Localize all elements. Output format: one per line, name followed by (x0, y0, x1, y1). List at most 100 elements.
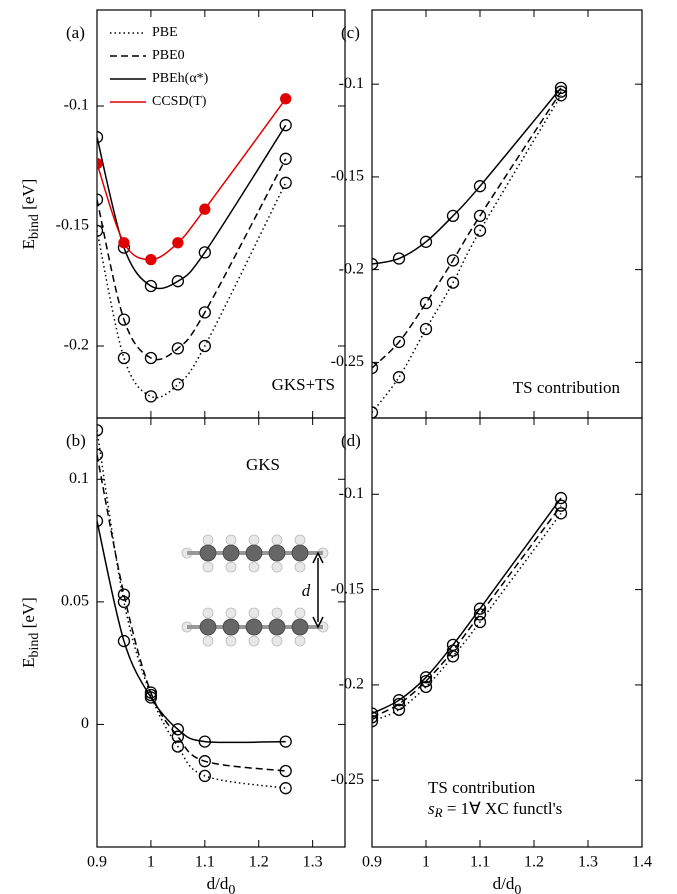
data-point (419, 671, 433, 684)
y-label-sub: bind (27, 633, 42, 658)
plot-area (97, 93, 292, 403)
x-label-main: d/d (207, 874, 229, 893)
y-axis-label: Ebind [eV] (19, 597, 42, 668)
x-label-sub: 0 (514, 883, 521, 894)
plot-frame (371, 9, 643, 419)
y-tick-label: -0.1 (64, 97, 89, 114)
series-line (372, 512, 562, 722)
y-tick-label: -0.1 (339, 485, 364, 502)
data-point (446, 254, 460, 267)
plot-frame (371, 417, 643, 848)
y-tick-label: -0.15 (331, 168, 364, 185)
panel-label: (a) (66, 23, 85, 42)
data-point (117, 588, 131, 601)
molecule-inset: d (181, 534, 329, 647)
data-point (280, 93, 292, 105)
data-point (97, 193, 104, 206)
data-point (279, 782, 292, 795)
series-line (372, 91, 562, 369)
data-point (198, 306, 211, 319)
data-point (118, 237, 130, 249)
data-point (419, 235, 433, 248)
y-tick-label: 0.1 (69, 470, 89, 487)
data-point (97, 224, 104, 237)
series-line (97, 98, 287, 261)
plot-area (372, 81, 568, 418)
plot-area (97, 424, 292, 795)
data-point (171, 378, 185, 391)
data-point (198, 769, 211, 783)
x-tick-label: 1 (422, 854, 430, 871)
legend-label: PBE (152, 25, 178, 40)
annotation: GKS+TS (272, 375, 335, 394)
annotation-italic: s (428, 799, 435, 818)
y-label-main: E (19, 657, 38, 667)
x-tick-label: 0.9 (362, 854, 382, 871)
data-point (473, 615, 487, 629)
data-point (145, 253, 157, 266)
data-point (279, 152, 292, 165)
data-point (446, 276, 460, 289)
data-point (372, 715, 379, 728)
data-point (372, 361, 379, 375)
data-point (199, 203, 211, 215)
series-line (97, 124, 287, 290)
data-point (97, 514, 104, 528)
data-point (144, 390, 158, 403)
x-axis-label: d/d0 (493, 874, 522, 894)
annotation: sR = 1∀ XC functl's (428, 799, 562, 820)
data-point (392, 703, 406, 716)
data-point (279, 764, 292, 778)
data-point (279, 735, 292, 748)
data-point (372, 257, 379, 271)
data-point (171, 342, 185, 355)
annotation-sub: R (434, 805, 443, 820)
data-point (144, 279, 158, 293)
data-point (473, 602, 487, 615)
y-tick-label: -0.2 (339, 676, 364, 693)
data-point (372, 406, 379, 418)
y-label-sub: bind (27, 214, 42, 239)
y-tick-label: -0.25 (331, 771, 364, 788)
data-point (446, 638, 460, 652)
data-point (372, 711, 379, 724)
y-axis-label: Ebind [eV] (19, 179, 42, 250)
y-tick-label: -0.15 (331, 580, 364, 597)
x-tick-label: 1.4 (632, 854, 652, 871)
y-label-unit: [eV] (19, 179, 38, 214)
panel-label: (c) (341, 23, 360, 42)
data-point (171, 723, 185, 736)
y-tick-label: -0.2 (339, 260, 364, 277)
data-point (171, 730, 185, 743)
y-tick-label: -0.25 (331, 353, 364, 370)
data-point (144, 691, 158, 704)
data-point (172, 237, 184, 249)
series-line (372, 497, 562, 715)
inset-label: d (302, 581, 311, 600)
data-point (372, 707, 379, 720)
annotation: GKS (246, 455, 280, 474)
data-point (279, 176, 292, 189)
data-point (392, 335, 406, 349)
y-tick-label: -0.1 (339, 75, 364, 92)
series-line (97, 520, 286, 744)
data-point (554, 491, 568, 505)
data-point (473, 209, 487, 223)
data-point (279, 119, 292, 132)
data-point (198, 246, 211, 259)
annotation-rest: = 1∀ XC functl's (443, 799, 563, 818)
data-point (198, 755, 211, 768)
data-point (419, 322, 433, 336)
x-tick-label: 1 (147, 854, 155, 871)
x-tick-label: 1.2 (249, 854, 269, 871)
x-axis-label: d/d0 (207, 874, 236, 894)
series-line (372, 94, 562, 413)
y-tick-label: -0.2 (64, 337, 89, 354)
panel-label: (b) (66, 431, 86, 450)
data-point (419, 296, 433, 310)
data-point (446, 209, 460, 223)
legend-label: PBE0 (152, 48, 185, 63)
x-tick-label: 0.9 (87, 854, 107, 871)
data-point (144, 351, 158, 365)
data-point (473, 180, 487, 193)
